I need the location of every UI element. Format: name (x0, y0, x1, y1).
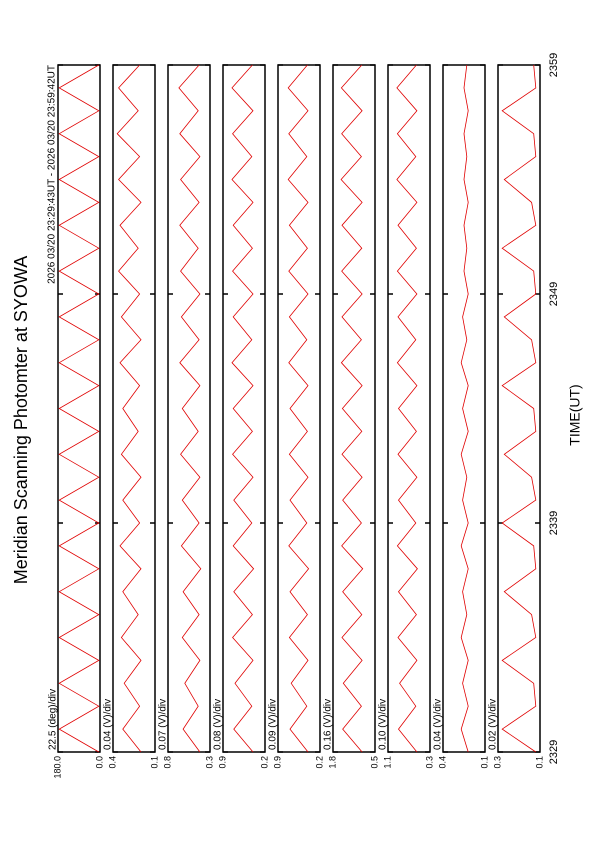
y-tick-label: 180.0 (52, 756, 62, 779)
panel-frame (442, 64, 486, 753)
trace-line (178, 64, 202, 753)
y-tick-label: 0.4 (437, 756, 447, 769)
y-tick-label: 0.0 (94, 756, 104, 769)
y-tick-label: 0.9 (217, 756, 227, 769)
y-tick-label: 0.8 (162, 756, 172, 769)
trace-line (287, 64, 310, 753)
y-tick-label: 0.4 (107, 756, 117, 769)
y-tick-label: 0.3 (424, 756, 434, 769)
panel-frame (57, 64, 101, 753)
scale-label: 22.5 (deg)/div (48, 689, 59, 750)
x-tick-label: 2329 (548, 740, 560, 764)
panel-frame (112, 64, 156, 753)
subtitle: 2026 03/20 23:29:43UT - 2026 03/20 23:59… (47, 65, 58, 284)
scale-label: 0.04 (V)/div (103, 699, 114, 750)
trace-line (340, 64, 364, 753)
x-axis-label: TIME(UT) (567, 384, 583, 445)
panel-frame (332, 64, 376, 753)
rotated-plot: Meridian Scanning Photomter at SYOWA TIM… (11, 53, 583, 779)
y-tick-label: 0.9 (272, 756, 282, 769)
y-tick-label: 1.8 (327, 756, 337, 769)
y-tick-label: 0.3 (204, 756, 214, 769)
trace-line (396, 64, 418, 753)
trace-line (231, 64, 255, 753)
chart-title: Meridian Scanning Photomter at SYOWA (11, 256, 31, 584)
y-tick-label: 0.1 (534, 756, 544, 769)
scale-label: 0.07 (V)/div (158, 699, 169, 750)
y-tick-label: 0.1 (149, 756, 159, 769)
panel-frame (387, 64, 431, 753)
scale-label: 0.10 (V)/div (378, 699, 389, 750)
scale-label: 0.16 (V)/div (323, 699, 334, 750)
y-tick-label: 0.3 (492, 756, 502, 769)
trace-line (460, 64, 469, 753)
scale-label: 0.04 (V)/div (433, 699, 444, 750)
y-tick-label: 0.1 (479, 756, 489, 769)
panel-frame (222, 64, 266, 753)
panel-frame (277, 64, 321, 753)
panel-frame (497, 64, 541, 753)
trace-line (58, 64, 100, 753)
x-tick-label: 2349 (548, 282, 560, 306)
y-tick-label: 0.2 (314, 756, 324, 769)
y-tick-label: 1.1 (382, 756, 392, 769)
scale-label: 0.09 (V)/div (268, 699, 279, 750)
trace-line (116, 64, 142, 753)
trace-line (501, 64, 537, 753)
x-tick-label: 2339 (548, 511, 560, 535)
y-tick-label: 0.5 (369, 756, 379, 769)
x-tick-label: 2359 (548, 53, 560, 77)
y-tick-label: 0.2 (259, 756, 269, 769)
scale-label: 0.02 (V)/div (488, 699, 499, 750)
panel-frame (167, 64, 211, 753)
scale-label: 0.08 (V)/div (213, 699, 224, 750)
